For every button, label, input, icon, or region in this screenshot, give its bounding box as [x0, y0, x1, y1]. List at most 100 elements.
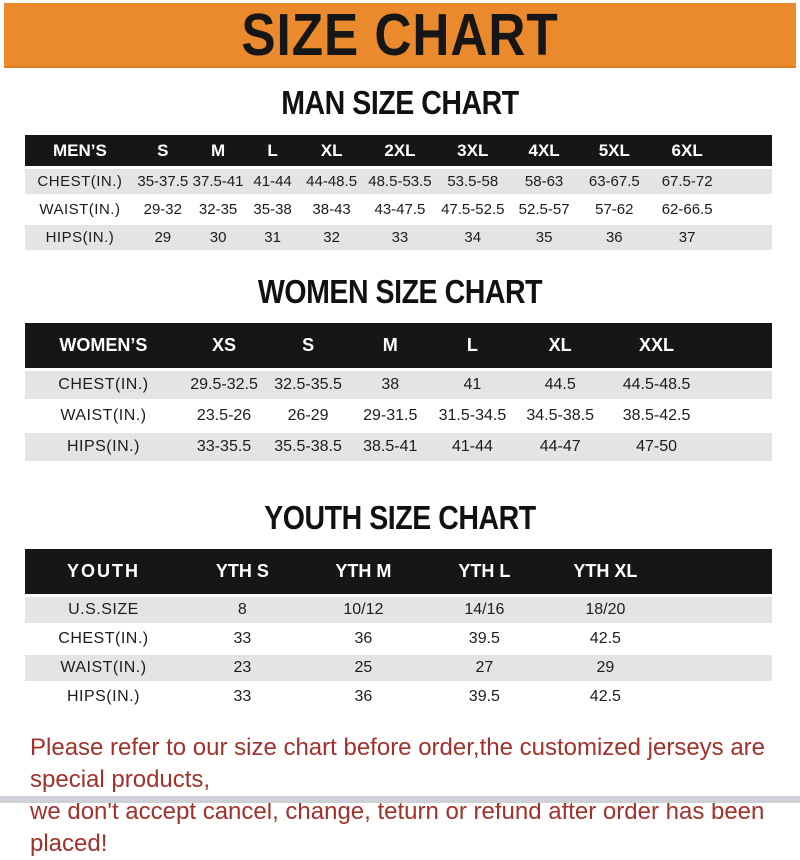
value-cell: 33 — [181, 684, 303, 710]
measure-row: WAIST(IN.) 23.5-26 26-29 29-31.5 31.5-34.5 34… — [25, 402, 772, 430]
measure-row: WAIST(IN.) 29-32 32-35 35-38 38-43 43-47.5 47.… — [25, 197, 772, 222]
value-cell: 29.5-32.5 — [181, 371, 267, 399]
value-cell: 52.5-57 — [509, 197, 580, 222]
value-cell: 38.5-41 — [349, 433, 431, 461]
measure-row: CHEST(IN.) 33 36 39.5 42.5 — [25, 626, 772, 652]
size-column-header: L — [430, 323, 515, 368]
value-cell: 35-38 — [245, 197, 300, 222]
row-label: CHEST(IN.) — [25, 169, 135, 194]
value-cell: 44.5-48.5 — [606, 371, 707, 399]
value-cell: 36 — [302, 684, 424, 710]
value-cell: 18/20 — [544, 597, 666, 623]
disclaimer-line-2: we don't accept cancel, change, teturn o… — [30, 798, 765, 857]
measure-row: U.S.SIZE 8 10/12 14/16 18/20 — [25, 597, 772, 623]
size-table: YOUTH YTH S YTH M YTH L YTH XL U.S.SIZE 8 10/12… — [25, 546, 772, 713]
section-title: MAN SIZE CHART — [281, 83, 519, 122]
value-cell: 29 — [134, 225, 191, 250]
value-cell: 44-48.5 — [299, 169, 364, 194]
size-chart-sections: MAN SIZE CHART MEN’S S M L XL 2XL 3XL 4XL 5XL 6XL C… — [0, 83, 800, 713]
section-title: YOUTH SIZE CHART — [264, 498, 536, 537]
value-cell: 26-29 — [266, 402, 350, 430]
row-label: HIPS(IN.) — [25, 225, 135, 250]
value-cell: 32 — [299, 225, 364, 250]
value-cell: 33 — [363, 225, 437, 250]
value-cell: 31.5-34.5 — [430, 402, 515, 430]
value-cell: 14/16 — [423, 597, 545, 623]
size-column-header: M — [190, 135, 246, 166]
size-column-header: YTH XL — [544, 549, 666, 594]
size-chart-section: WOMEN SIZE CHART WOMEN’S XS S M L XL XXL CHEST(I… — [0, 272, 800, 464]
value-cell: 8 — [181, 597, 303, 623]
measure-row: HIPS(IN.) 29 30 31 32 33 34 35 36 37 — [25, 225, 772, 250]
value-cell: 37.5-41 — [190, 169, 246, 194]
row-spacer-cell — [724, 169, 772, 194]
value-cell: 38.5-42.5 — [606, 402, 707, 430]
row-label: U.S.SIZE — [25, 597, 182, 623]
size-chart-banner: SIZE CHART — [4, 1, 796, 68]
size-column-header: YTH M — [302, 549, 424, 594]
row-spacer-cell — [665, 597, 772, 623]
value-cell: 57-62 — [579, 197, 650, 222]
section-title: WOMEN SIZE CHART — [257, 272, 543, 311]
row-spacer-cell — [665, 684, 772, 710]
value-cell: 41-44 — [245, 169, 300, 194]
measure-row: HIPS(IN.) 33-35.5 35.5-38.5 38.5-41 41-44 44-… — [25, 433, 772, 461]
value-cell: 33-35.5 — [181, 433, 267, 461]
size-column-header: XL — [514, 323, 607, 368]
value-cell: 53.5-58 — [436, 169, 509, 194]
value-cell: 35.5-38.5 — [266, 433, 350, 461]
header-spacer-cell — [706, 323, 772, 368]
table-header-row: WOMEN’S XS S M L XL XXL — [25, 323, 772, 368]
value-cell: 48.5-53.5 — [363, 169, 437, 194]
size-column-header: 4XL — [509, 135, 580, 166]
size-column-header: YTH S — [181, 549, 303, 594]
table-header-row: MEN’S S M L XL 2XL 3XL 4XL 5XL 6XL — [25, 135, 772, 166]
measure-row: CHEST(IN.) 35-37.5 37.5-41 41-44 44-48.5 48.5… — [25, 169, 772, 194]
value-cell: 58-63 — [509, 169, 580, 194]
size-column-header: XL — [299, 135, 364, 166]
value-cell: 29 — [544, 655, 666, 681]
value-cell: 38 — [349, 371, 431, 399]
table-header-row: YOUTH YTH S YTH M YTH L YTH XL — [25, 549, 772, 594]
value-cell: 27 — [423, 655, 545, 681]
value-cell: 31 — [245, 225, 300, 250]
row-label: WAIST(IN.) — [25, 402, 182, 430]
value-cell: 10/12 — [302, 597, 424, 623]
disclaimer-line-1: Please refer to our size chart before or… — [30, 734, 766, 793]
size-column-header: YTH L — [423, 549, 545, 594]
size-column-header: 5XL — [579, 135, 650, 166]
size-column-header: S — [134, 135, 191, 166]
value-cell: 37 — [649, 225, 725, 250]
measure-row: CHEST(IN.) 29.5-32.5 32.5-35.5 38 41 44.5 44.5… — [25, 371, 772, 399]
value-cell: 35-37.5 — [134, 169, 191, 194]
row-label: CHEST(IN.) — [25, 626, 182, 652]
value-cell: 47.5-52.5 — [436, 197, 509, 222]
size-column-header: M — [349, 323, 431, 368]
size-column-header: 2XL — [363, 135, 437, 166]
value-cell: 44.5 — [514, 371, 607, 399]
banner-title: SIZE CHART — [241, 1, 559, 68]
size-chart-section: YOUTH SIZE CHART YOUTH YTH S YTH M YTH L YTH … — [0, 498, 800, 713]
value-cell: 29-31.5 — [349, 402, 431, 430]
size-column-header: L — [245, 135, 300, 166]
header-spacer-cell — [665, 549, 772, 594]
size-table: MEN’S S M L XL 2XL 3XL 4XL 5XL 6XL CHEST(IN.) 35-37… — [25, 132, 772, 253]
value-cell: 34.5-38.5 — [514, 402, 607, 430]
value-cell: 63-67.5 — [579, 169, 650, 194]
value-cell: 32.5-35.5 — [266, 371, 350, 399]
value-cell: 42.5 — [544, 626, 666, 652]
value-cell: 32-35 — [190, 197, 246, 222]
value-cell: 33 — [181, 626, 303, 652]
value-cell: 43-47.5 — [363, 197, 437, 222]
row-spacer-cell — [665, 626, 772, 652]
size-column-header: 6XL — [649, 135, 725, 166]
size-column-header: S — [266, 323, 350, 368]
row-spacer-cell — [665, 655, 772, 681]
row-spacer-cell — [724, 197, 772, 222]
value-cell: 35 — [509, 225, 580, 250]
value-cell: 34 — [436, 225, 509, 250]
value-cell: 29-32 — [134, 197, 191, 222]
row-spacer-cell — [706, 371, 772, 399]
size-column-header: 3XL — [436, 135, 509, 166]
row-spacer-cell — [706, 433, 772, 461]
